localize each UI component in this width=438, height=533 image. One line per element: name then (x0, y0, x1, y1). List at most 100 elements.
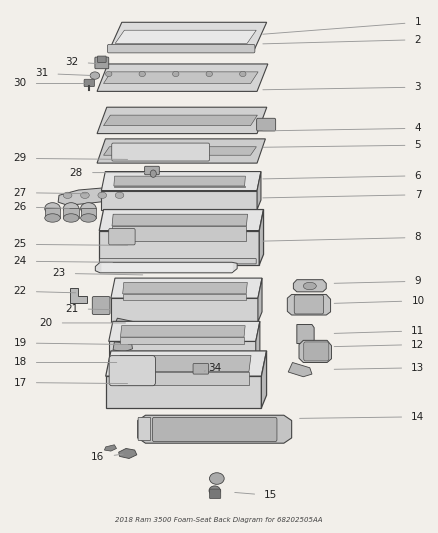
Ellipse shape (90, 72, 100, 79)
Ellipse shape (64, 214, 79, 222)
Text: 9: 9 (334, 276, 421, 286)
Ellipse shape (106, 71, 112, 77)
Ellipse shape (209, 486, 220, 495)
Polygon shape (103, 72, 258, 84)
Polygon shape (288, 362, 312, 377)
Polygon shape (299, 341, 332, 362)
Polygon shape (113, 342, 133, 352)
FancyBboxPatch shape (304, 342, 329, 361)
Ellipse shape (206, 71, 212, 77)
Ellipse shape (139, 71, 145, 77)
Polygon shape (112, 226, 247, 241)
Text: 8: 8 (263, 232, 421, 243)
Ellipse shape (64, 192, 72, 198)
Polygon shape (111, 278, 262, 298)
Polygon shape (171, 175, 251, 183)
Text: 28: 28 (70, 167, 145, 177)
Text: 23: 23 (53, 268, 143, 278)
Polygon shape (297, 325, 314, 343)
Polygon shape (97, 64, 268, 91)
Polygon shape (70, 288, 87, 303)
Ellipse shape (45, 203, 60, 214)
Polygon shape (114, 186, 244, 187)
Ellipse shape (240, 71, 246, 77)
Polygon shape (106, 376, 261, 408)
Polygon shape (58, 187, 128, 205)
Ellipse shape (115, 192, 124, 198)
FancyBboxPatch shape (64, 208, 79, 218)
Text: 31: 31 (35, 68, 91, 78)
Text: 25: 25 (14, 239, 127, 249)
Polygon shape (120, 326, 245, 337)
Ellipse shape (64, 203, 79, 214)
Polygon shape (287, 294, 331, 315)
Text: 34: 34 (205, 363, 221, 373)
Text: 2: 2 (263, 35, 421, 45)
FancyBboxPatch shape (109, 356, 155, 386)
Text: 20: 20 (39, 318, 125, 328)
Polygon shape (101, 172, 261, 191)
Text: 5: 5 (263, 140, 421, 150)
Ellipse shape (98, 192, 106, 198)
FancyBboxPatch shape (112, 143, 209, 161)
Text: 30: 30 (14, 78, 85, 88)
Polygon shape (109, 342, 256, 365)
Ellipse shape (81, 192, 89, 198)
FancyBboxPatch shape (98, 56, 106, 62)
Polygon shape (256, 321, 260, 365)
Text: 10: 10 (334, 296, 424, 306)
FancyBboxPatch shape (84, 79, 95, 87)
Polygon shape (112, 214, 247, 226)
Text: 1: 1 (263, 17, 421, 34)
FancyBboxPatch shape (101, 263, 233, 272)
Ellipse shape (150, 170, 156, 177)
Polygon shape (109, 22, 267, 51)
FancyBboxPatch shape (209, 489, 221, 498)
Polygon shape (118, 356, 251, 372)
FancyBboxPatch shape (152, 417, 277, 442)
Ellipse shape (173, 71, 179, 77)
Polygon shape (258, 278, 262, 322)
Polygon shape (293, 280, 326, 292)
Text: 7: 7 (263, 190, 421, 200)
Polygon shape (97, 107, 267, 134)
Polygon shape (111, 298, 258, 322)
Polygon shape (99, 209, 264, 231)
Ellipse shape (45, 214, 60, 222)
FancyBboxPatch shape (92, 296, 110, 314)
Text: 14: 14 (300, 412, 424, 422)
Text: 27: 27 (14, 188, 86, 198)
Text: 15: 15 (235, 490, 278, 500)
Text: 3: 3 (263, 82, 421, 92)
Text: 18: 18 (14, 358, 117, 367)
Ellipse shape (304, 282, 316, 290)
Polygon shape (257, 172, 261, 209)
Polygon shape (261, 351, 267, 408)
FancyBboxPatch shape (145, 166, 159, 175)
FancyBboxPatch shape (107, 44, 255, 53)
Ellipse shape (209, 473, 224, 484)
Text: 16: 16 (91, 453, 123, 463)
FancyBboxPatch shape (95, 57, 109, 69)
Polygon shape (109, 359, 129, 369)
Polygon shape (99, 231, 259, 265)
Text: 2018 Ram 3500 Foam-Seat Back Diagram for 68202505AA: 2018 Ram 3500 Foam-Seat Back Diagram for… (115, 516, 323, 523)
Polygon shape (118, 372, 249, 385)
Polygon shape (123, 282, 247, 294)
Text: 6: 6 (263, 171, 421, 181)
Polygon shape (259, 209, 264, 265)
Text: 17: 17 (14, 377, 127, 387)
Polygon shape (103, 147, 256, 155)
Polygon shape (115, 30, 256, 43)
FancyBboxPatch shape (100, 259, 256, 264)
Text: 12: 12 (334, 340, 424, 350)
Text: 26: 26 (14, 202, 69, 212)
Polygon shape (109, 321, 260, 342)
Ellipse shape (81, 214, 96, 222)
Text: 29: 29 (14, 154, 127, 164)
Polygon shape (104, 445, 117, 451)
FancyBboxPatch shape (81, 208, 96, 218)
FancyBboxPatch shape (294, 295, 324, 314)
Polygon shape (119, 448, 137, 458)
Text: 4: 4 (263, 123, 421, 133)
